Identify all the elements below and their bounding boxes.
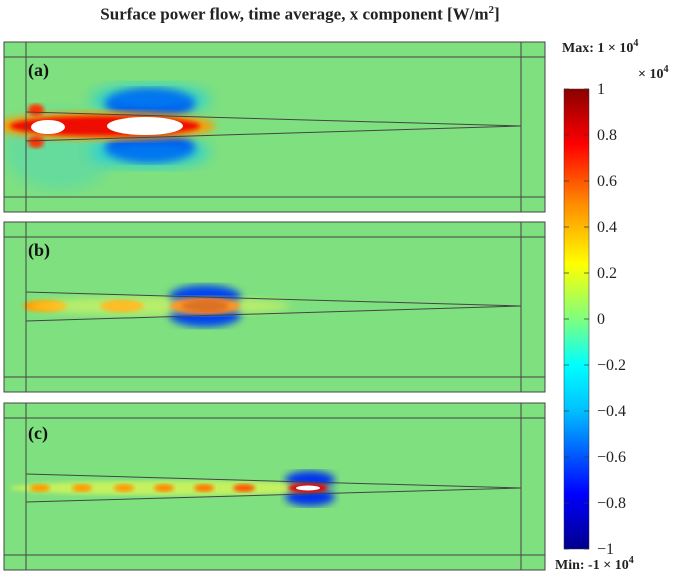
panel-a-field-pattern (4, 84, 215, 190)
colorbar-tick-label: −0.2 (597, 357, 626, 374)
panel-a-label: (a) (28, 60, 49, 81)
colorbar-tick-label: 0.8 (597, 127, 617, 144)
colorbar-scale-factor: × 104 (638, 64, 668, 82)
title-closing-bracket: ] (494, 4, 500, 24)
panel-c-taper-bottom (25, 487, 522, 503)
colorbar-max-label: Max: 1 × 104 (562, 38, 638, 56)
figure-title: Surface power flow, time average, x comp… (80, 4, 520, 25)
panel-b-taper-bottom (25, 305, 522, 322)
panel-a-taper-bottom (25, 125, 522, 142)
colorbar-tick-label: −0.8 (597, 495, 626, 512)
panel-b-taper-top (25, 291, 522, 307)
colorbar-tick-label: 0.6 (597, 173, 617, 190)
colorbar-min-label: Min: -1 × 104 (555, 555, 634, 573)
colorbar-tick-label: 0.4 (597, 219, 617, 236)
panel-a-saturated-spot-2 (107, 117, 183, 135)
colorbar: Max: 1 × 104 × 104 1 0.8 0.6 0.4 0.2 0 −0.2 −0.… (555, 38, 668, 573)
colorbar-tick-label: −0.4 (597, 403, 626, 420)
panel-c-taper-top (25, 473, 522, 489)
panel-b-field-pattern (23, 285, 290, 327)
title-unit-exponent: 2 (488, 4, 495, 16)
colorbar-tick-label: 0 (597, 311, 605, 328)
colorbar-tick-label: −1 (597, 541, 614, 558)
panel-a: (a) (3, 41, 546, 213)
panel-b: (b) (3, 221, 546, 393)
panel-b-label: (b) (28, 240, 50, 261)
panel-a-taper-top (25, 111, 522, 127)
title-text: Surface power flow, time average, x comp… (100, 4, 489, 24)
panel-c-field-pattern (10, 471, 335, 506)
colorbar-tick-label: 1 (597, 81, 605, 98)
panel-a-saturated-spot-1 (31, 120, 65, 134)
panel-c: (c) (3, 402, 546, 571)
panel-c-saturated-spot (296, 485, 320, 491)
colorbar-ticks: 1 0.8 0.6 0.4 0.2 0 −0.2 −0.4 −0.6 −0.8 −1 (564, 81, 626, 558)
colorbar-tick-label: 0.2 (597, 265, 617, 282)
colorbar-tick-label: −0.6 (597, 449, 626, 466)
panel-c-label: (c) (28, 423, 48, 444)
